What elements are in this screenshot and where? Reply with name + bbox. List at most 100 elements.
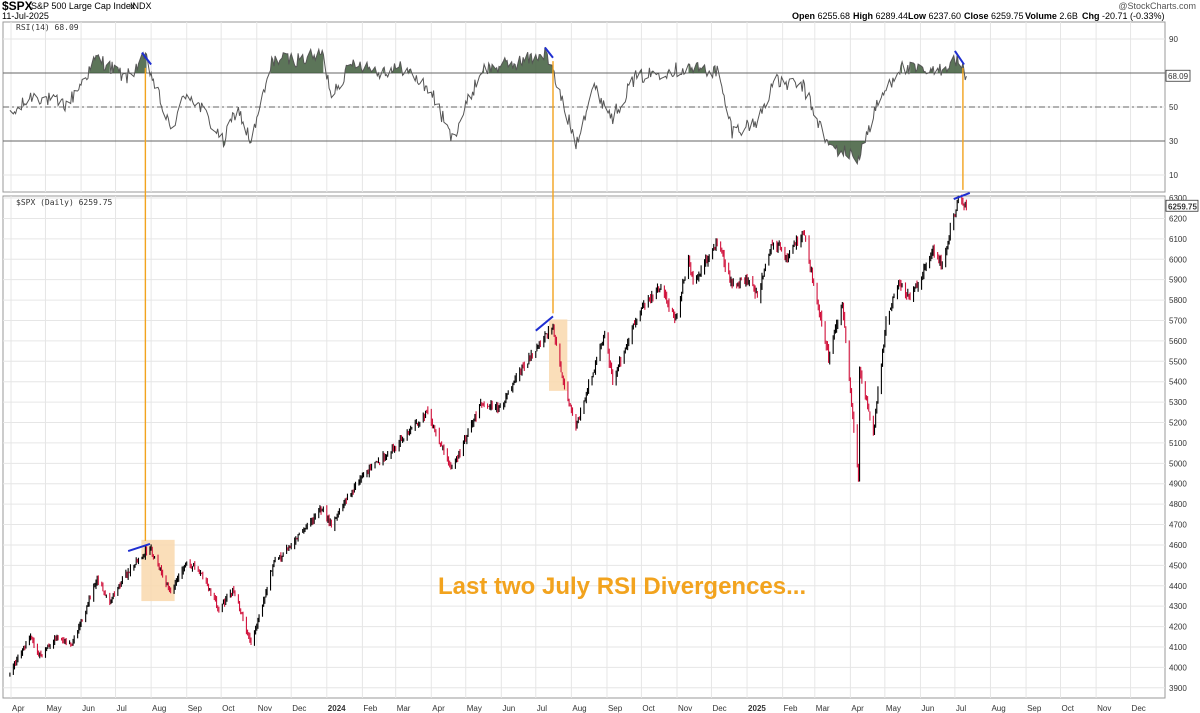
price-layer [9,194,967,677]
x-tick-label: Sep [188,704,203,713]
price-tick-label: 5300 [1169,398,1187,407]
x-tick-label: May [467,704,482,713]
x-tick-label: Mar [397,704,411,713]
low-label: Low [908,11,927,21]
price-tick-label: 5500 [1169,357,1187,366]
high-label: High [853,11,873,21]
close-value: 6259.75 [991,11,1024,21]
x-tick-label: Nov [678,704,692,713]
price-divergence-line [953,192,971,200]
low-value: 6237.60 [929,11,962,21]
x-tick-label: May [46,704,61,713]
price-tick-label: 4700 [1169,521,1187,530]
price-tick-label: 3900 [1169,684,1187,693]
price-tick-label: 5100 [1169,439,1187,448]
rsi-tick-label: 90 [1169,35,1178,44]
rsi-extreme-fill [828,141,866,164]
rsi-tick-label: 30 [1169,137,1178,146]
rsi-last-value-box [1165,69,1191,82]
header-exchange: INDX [130,1,152,11]
price-tick-label: 4800 [1169,500,1187,509]
price-tick-label: 5600 [1169,337,1187,346]
svg-text:Close 6259.75: Close 6259.75 [964,11,1024,21]
chg-label: Chg [1082,11,1100,21]
rsi-extreme-fill [942,53,965,73]
price-tick-label: 4900 [1169,480,1187,489]
price-tick-label: 6100 [1169,235,1187,244]
price-tick-label: 4200 [1169,623,1187,632]
price-tick-label: 5900 [1169,276,1187,285]
svg-text:Low 6237.60: Low 6237.60 [908,11,961,21]
price-tick-label: 5400 [1169,378,1187,387]
x-tick-label: Dec [1132,704,1146,713]
price-tick-label: 4600 [1169,541,1187,550]
x-tick-label: 2025 [748,704,766,713]
rsi-divergence-line [141,51,152,66]
x-tick-label: Aug [991,704,1005,713]
svg-text:High 6289.44: High 6289.44 [853,11,908,21]
x-tick-label: Feb [784,704,798,713]
header-quote: Open 6255.68 High 6289.44 Low 6237.60 Cl… [792,11,1165,21]
price-tick-label: 4500 [1169,561,1187,570]
price-tick-label: 4400 [1169,582,1187,591]
price-tick-label: 5700 [1169,316,1187,325]
high-value: 6289.44 [876,11,909,21]
x-tick-label: Aug [152,704,166,713]
rsi-extreme-fill [688,62,706,73]
x-tick-label: Oct [1062,704,1075,713]
x-tick-label: Oct [222,704,235,713]
price-highlight-box [548,319,568,391]
header-symbol: $SPX [2,0,33,13]
x-tick-label: Aug [572,704,586,713]
callout-text: Last two July RSI Divergences... [438,573,806,600]
price-tick-label: 4300 [1169,602,1187,611]
price-tick-label: 6200 [1169,214,1187,223]
price-panel-frame [2,195,1166,699]
price-tick-label: 5200 [1169,419,1187,428]
svg-text:Open 6255.68: Open 6255.68 [792,11,850,21]
x-tick-label: Sep [608,704,623,713]
x-tick-label: Nov [1097,704,1111,713]
price-tick-label: 6300 [1169,194,1187,203]
x-tick-label: Dec [712,704,726,713]
header-name: S&P 500 Large Cap Index [31,1,136,11]
x-tick-label: Oct [642,704,655,713]
watermark: @StockCharts.com [1118,1,1196,11]
x-tick-label: Dec [292,704,306,713]
x-tick-label: May [886,704,901,713]
x-tick-label: Jul [956,704,966,713]
x-tick-label: Jun [502,704,515,713]
x-tick-label: Apr [12,704,25,713]
svg-text:Volume 2.6B: Volume 2.6B [1025,11,1078,21]
rsi-tick-label: 50 [1169,103,1178,112]
price-tick-label: 6000 [1169,255,1187,264]
price-divergence-line [127,542,151,553]
x-tick-label: Apr [851,704,864,713]
x-tick-label: Nov [258,704,272,713]
rsi-panel-label: RSI(14) 68.09 [16,23,79,32]
x-tick-label: Jul [117,704,127,713]
price-tick-label: 5800 [1169,296,1187,305]
x-tick-label: Apr [432,704,445,713]
volume-value: 2.6B [1059,11,1078,21]
chg-value: -20.71 (-0.33%) [1102,11,1165,21]
price-last-value-box [1165,199,1199,212]
price-tick-label: 4000 [1169,663,1187,672]
open-label: Open [792,11,815,21]
open-value: 6255.68 [818,11,851,21]
volume-label: Volume [1025,11,1057,21]
grid-layer [3,22,1165,698]
rsi-line [9,47,967,166]
price-tick-label: 4100 [1169,643,1187,652]
x-tick-label: 2024 [328,704,346,713]
annotation-layer [127,46,971,553]
rsi-extreme-fill [270,49,324,73]
rsi-divergence-line [954,50,965,66]
x-tick-label: Mar [816,704,830,713]
rsi-divergence-line [544,46,554,59]
x-tick-label: Sep [1027,704,1042,713]
close-label: Close [964,11,989,21]
price-last-value-label: 6259.75 [1168,202,1197,211]
price-panel-label: $SPX (Daily) 6259.75 [16,198,113,207]
